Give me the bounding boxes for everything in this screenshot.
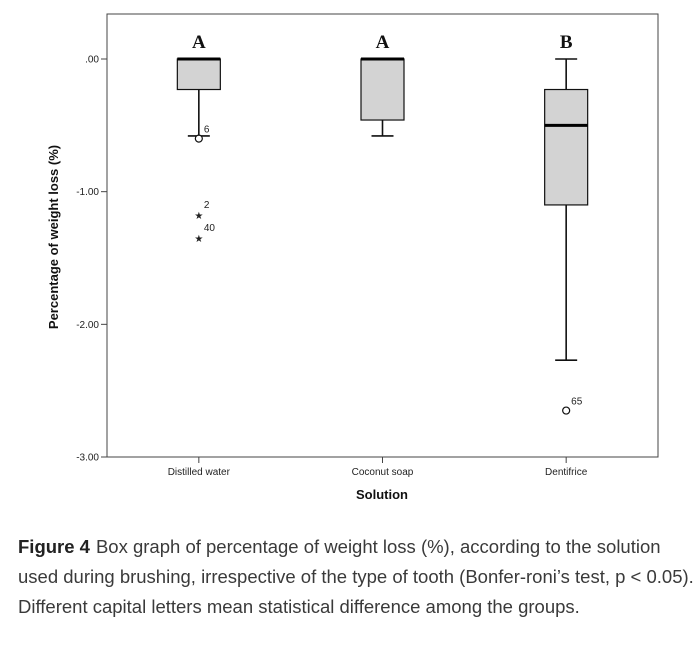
iqr-box: [544, 88, 589, 206]
outlier-label: 65: [571, 397, 583, 408]
y-tick-label: .00: [85, 55, 99, 66]
iqr-box: [176, 58, 221, 91]
y-axis: .00 -1.00 -2.00 -3.00: [76, 55, 107, 464]
x-tick-label: Dentifrice: [545, 467, 588, 478]
y-tick-label: -3.00: [76, 453, 99, 464]
extreme-label: 40: [204, 223, 216, 234]
y-tick-label: -2.00: [76, 320, 99, 331]
caption-text: Box graph of percentage of weight loss (…: [18, 536, 694, 617]
outlier-point: [562, 406, 571, 415]
caption-label: Figure 4: [18, 536, 90, 557]
outlier-label: 6: [204, 125, 210, 136]
figure-caption: Figure 4 Box graph of percentage of weigh…: [18, 532, 694, 622]
iqr-box: [360, 58, 405, 121]
outlier-point: [194, 134, 203, 143]
significance-letter: B: [560, 32, 573, 53]
y-axis-title: Percentage of weight loss (%): [46, 145, 61, 329]
y-tick-label: -1.00: [76, 187, 99, 198]
x-axis-title: Solution: [356, 487, 408, 502]
x-tick-label: Coconut soap: [352, 467, 414, 478]
extreme-point: ★: [194, 211, 203, 222]
extreme-point: ★: [194, 234, 203, 245]
boxes: A6★2★40A B65: [176, 32, 589, 415]
significance-letter: A: [376, 32, 390, 53]
x-tick-label: Distilled water: [168, 467, 231, 478]
extreme-label: 2: [204, 200, 210, 211]
x-axis: Distilled water Coconut soap Dentifrice: [168, 457, 588, 478]
box-group: A6★2★40: [176, 32, 221, 245]
significance-letter: A: [192, 32, 206, 53]
box-group: A: [360, 32, 405, 137]
box-group: B 65: [544, 32, 589, 415]
box-plot-chart: .00 -1.00 -2.00 -3.00 Distilled water Coconu…: [46, 13, 659, 502]
